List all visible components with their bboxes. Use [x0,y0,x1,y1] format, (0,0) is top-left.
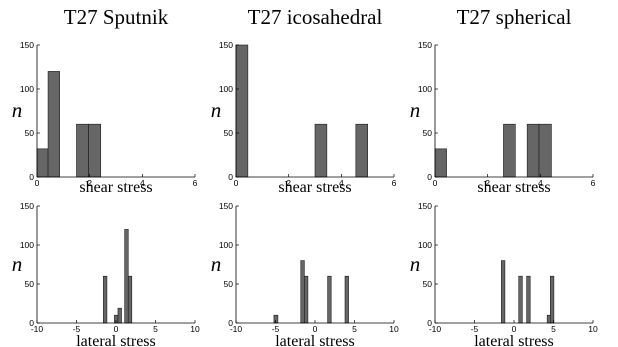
x-tick-label: 2 [485,178,490,188]
x-tick-label: 0 [313,324,318,334]
x-tick-label: 4 [538,178,543,188]
y-tick-label: 100 [418,240,432,250]
y-tick-label: 0 [29,318,34,328]
histogram-bar [501,260,506,324]
x-axis-label: shear stress [79,179,152,196]
histogram-bar [127,275,133,324]
y-axis-label: n [410,98,421,122]
histogram-bar [314,123,328,178]
y-tick-label: 150 [219,201,233,211]
x-tick-label: -10 [429,324,442,334]
y-tick-label: 150 [20,201,34,211]
y-tick-label: 150 [418,40,432,50]
x-tick-label: 6 [392,178,397,188]
x-tick-label: 0 [114,324,119,334]
y-axis-label: n [211,252,222,276]
y-tick-label: 150 [219,40,233,50]
x-axis-label: shear stress [477,179,550,196]
y-tick-label: 0 [427,172,432,182]
histogram-bar [518,275,523,324]
x-tick-label: 10 [588,324,598,334]
x-tick-label: 0 [433,178,438,188]
x-tick-label: 10 [389,324,399,334]
histogram-bar [117,307,122,324]
histogram-panel-2: 0 2 4 6 0 50 100 150 T27 icosahedral shear stress… [211,5,397,196]
x-tick-label: 0 [35,178,40,188]
histogram-bar [327,275,332,324]
y-tick-label: 100 [219,84,233,94]
x-tick-label: 5 [352,324,357,334]
y-axis-label: n [211,98,222,122]
x-axis-label: lateral stress [76,333,156,347]
histogram-bar [88,123,102,178]
x-tick-label: -5 [471,324,479,334]
x-tick-label: 5 [551,324,556,334]
histogram-bar [304,275,309,324]
histogram-bar [76,123,89,178]
histogram-bar [434,148,447,178]
x-tick-label: -5 [272,324,280,334]
y-tick-label: 50 [224,128,234,138]
y-axis-label: n [12,98,23,122]
y-tick-label: 50 [423,279,433,289]
histogram-panel-3: 0 2 4 6 0 50 100 150 T27 spherical shear stress n [410,5,596,196]
x-tick-label: 0 [512,324,517,334]
x-tick-label: -5 [73,324,81,334]
x-axis-label: shear stress [278,179,351,196]
y-tick-label: 50 [25,128,35,138]
histogram-bar [546,314,551,324]
histogram-bar [300,260,305,324]
x-axis-label: lateral stress [474,333,554,347]
x-tick-label: 5 [153,324,158,334]
panel-title: T27 icosahedral [248,5,383,29]
x-tick-label: 6 [591,178,596,188]
x-tick-label: 0 [234,178,239,188]
x-axis-label: lateral stress [275,333,355,347]
y-tick-label: 0 [427,318,432,328]
y-axis-label: n [12,252,23,276]
y-tick-label: 50 [224,279,234,289]
x-tick-label: -10 [31,324,44,334]
y-tick-label: 0 [228,172,233,182]
histogram-bar [103,275,108,324]
y-tick-label: 150 [20,40,34,50]
histogram-bar [273,314,279,324]
histogram-bar [526,275,531,324]
histogram-bar [235,44,249,178]
x-tick-label: -10 [230,324,243,334]
histogram-bar [47,71,60,178]
y-tick-label: 100 [20,240,34,250]
panel-title: T27 spherical [457,5,572,29]
histogram-bar [355,123,368,178]
y-tick-label: 50 [423,128,433,138]
x-tick-label: 10 [190,324,200,334]
y-tick-label: 50 [25,279,35,289]
y-tick-label: 150 [418,201,432,211]
histogram-bar [526,123,540,178]
y-tick-label: 0 [228,318,233,328]
histogram-bar [538,123,552,178]
histogram-bar [124,229,129,324]
x-tick-label: 2 [87,178,92,188]
histogram-bar [36,148,49,178]
y-tick-label: 100 [20,84,34,94]
panel-title: T27 Sputnik [64,5,169,29]
x-tick-label: 4 [339,178,344,188]
x-tick-label: 4 [140,178,145,188]
histogram-panel-1: 0 2 4 6 0 50 100 150 T27 Sputnik shear stress n [12,5,198,196]
y-tick-label: 0 [29,172,34,182]
histogram-bar [503,123,516,178]
y-tick-label: 100 [418,84,432,94]
x-tick-label: 2 [286,178,291,188]
y-axis-label: n [410,252,421,276]
x-tick-label: 6 [193,178,198,188]
histogram-bar [344,275,349,324]
y-tick-label: 100 [219,240,233,250]
histogram-bar [550,275,555,324]
